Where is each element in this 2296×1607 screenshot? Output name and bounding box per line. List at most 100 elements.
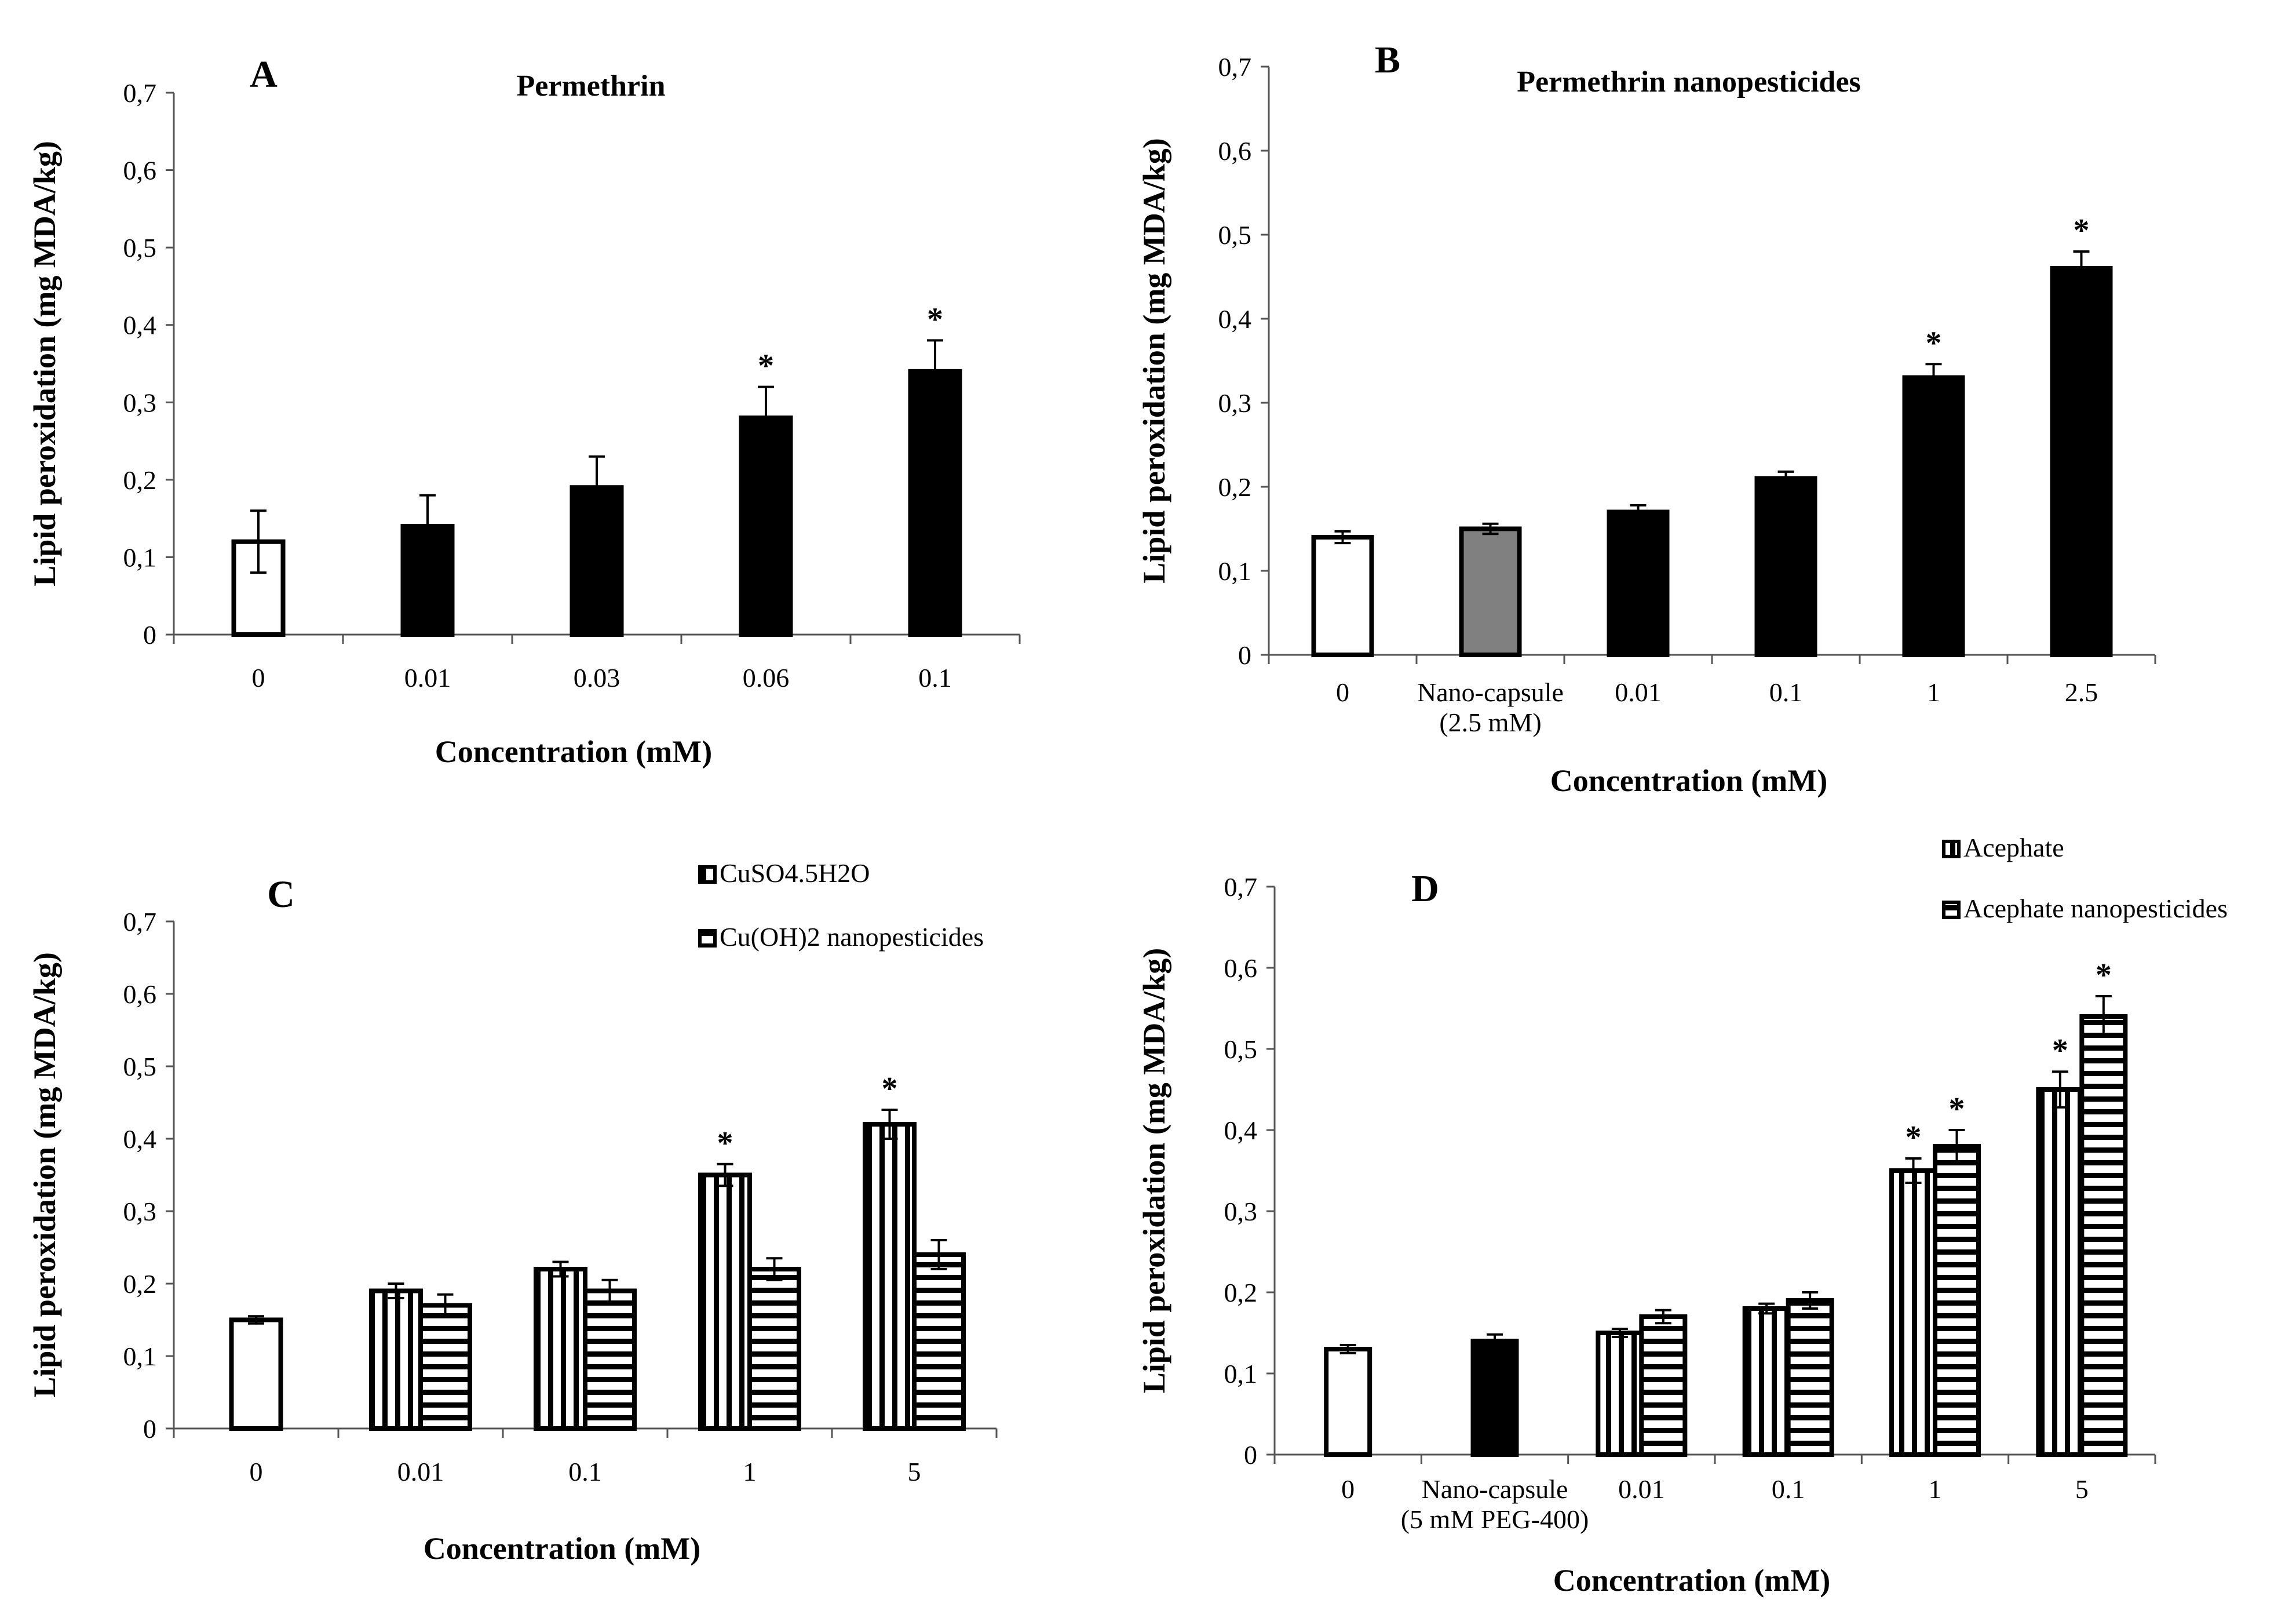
chart-title: Permethrin	[516, 70, 665, 103]
x-tick-label-line: 0.01	[404, 663, 451, 693]
x-axis-title: Concentration (mM)	[1550, 763, 1827, 798]
x-tick-label-line: 0.1	[1769, 677, 1803, 707]
legend-label: CuSO4.5H2O	[720, 858, 870, 888]
y-tick-label: 0,3	[123, 388, 157, 417]
y-tick-label: 0,5	[1218, 220, 1252, 250]
x-tick-label: 2.5	[2065, 677, 2098, 707]
x-tick-label: 0.01	[1618, 1474, 1665, 1504]
x-tick-label: 0.1	[1772, 1474, 1805, 1504]
y-tick-label: 0,2	[123, 465, 157, 495]
x-tick-label-line: 0.06	[743, 663, 790, 693]
y-tick-label: 0,7	[123, 907, 157, 936]
x-tick-label-line: 0.1	[568, 1457, 602, 1486]
x-tick-label-line: (5 mM PEG-400)	[1401, 1504, 1589, 1534]
bar	[1786, 1298, 1834, 1457]
bar	[1933, 1144, 1981, 1457]
x-tick-label: 1	[1927, 677, 1940, 707]
x-tick-label-line: 5	[908, 1457, 921, 1486]
x-tick-label: Nano-capsule (2.5 mM)	[1417, 677, 1564, 737]
y-axis-title: Lipid peroxidation (mg MDA/kg)	[1137, 138, 1171, 584]
panel-b: B Permethrin nanopesticides 0 0,1 0,2 0,3 0,4 0…	[1137, 39, 2156, 798]
y-tick-label: 0	[143, 1414, 156, 1444]
legend-swatch	[1942, 840, 1961, 858]
bar	[863, 1122, 917, 1431]
bar	[1639, 1314, 1688, 1457]
significance-star: *	[927, 301, 943, 337]
x-tick-label: 0.06	[743, 663, 790, 693]
y-tick-label: 0	[1244, 1440, 1257, 1470]
significance-star: *	[1926, 325, 1942, 361]
panel-a: A Permethrin 0 0,1 0,2 0,3 0,4 0,5 0,6 0,7 0 0.01 0.…	[27, 53, 1021, 769]
y-tick-label: 0,3	[1224, 1197, 1258, 1226]
y-tick-label: 0,2	[123, 1269, 157, 1299]
panel-d: D 0 0,1 0,2 0,3 0,4 0,5 0,6 0,7 0 Nano-capsule (5 m…	[1137, 833, 2228, 1598]
x-tick-label-line: 2.5	[2065, 677, 2098, 707]
bar	[1754, 476, 1817, 657]
bar	[418, 1303, 472, 1431]
panel-letter: B	[1375, 39, 1400, 81]
bar	[1311, 535, 1374, 657]
bar	[2036, 1087, 2085, 1457]
x-tick-label-line: 0	[1336, 677, 1349, 707]
y-tick-label: 0,3	[1218, 388, 1252, 418]
significance-star: *	[2096, 957, 2112, 993]
x-tick-label-line: Nano-capsule	[1422, 1474, 1568, 1504]
legend-label: Acephate	[1963, 833, 2064, 862]
x-axis-title: Concentration (mM)	[1553, 1563, 1830, 1598]
bar	[1596, 1331, 1644, 1457]
x-tick-label-line: 1	[1927, 677, 1940, 707]
bar	[747, 1267, 801, 1431]
y-tick-label: 0,1	[123, 542, 157, 572]
y-tick-label: 0,5	[123, 1052, 157, 1081]
x-tick-label-line: 0.03	[574, 663, 620, 693]
x-tick-label-line: 1	[1929, 1474, 1942, 1504]
y-tick-label: 0,6	[123, 979, 157, 1009]
significance-star: *	[2074, 213, 2090, 249]
x-tick-label-line: 0.01	[397, 1457, 444, 1486]
x-tick-label: Nano-capsule (5 mM PEG-400)	[1401, 1474, 1589, 1534]
x-tick-label: 0	[250, 1457, 263, 1486]
x-tick-label: 5	[908, 1457, 921, 1486]
bar	[583, 1288, 637, 1431]
x-tick-label: 1	[743, 1457, 757, 1486]
y-tick-label: 0,1	[123, 1342, 157, 1371]
bar	[231, 539, 286, 637]
x-tick-label-line: 5	[2075, 1474, 2089, 1504]
bar	[369, 1288, 423, 1431]
bar	[1889, 1168, 1937, 1457]
panel-letter: C	[267, 873, 295, 916]
x-tick-label: 0	[1336, 677, 1349, 707]
x-tick-label: 0.01	[404, 663, 451, 693]
y-tick-label: 0	[1238, 640, 1251, 670]
chart-title: Permethrin nanopesticides	[1517, 65, 1861, 99]
x-tick-label-line: 0.1	[1772, 1474, 1805, 1504]
y-axis-title: Lipid peroxidation (mg MDA/kg)	[27, 141, 62, 586]
bar	[1470, 1339, 1519, 1457]
x-tick-label: 0	[1341, 1474, 1355, 1504]
y-tick-label: 0	[143, 620, 156, 650]
significance-star: *	[1906, 1120, 1922, 1156]
y-tick-label: 0,2	[1224, 1278, 1258, 1307]
y-tick-label: 0,3	[123, 1197, 157, 1226]
x-tick-label: 0	[252, 663, 265, 693]
bar	[908, 369, 962, 637]
significance-star: *	[758, 348, 774, 384]
y-tick-label: 0,1	[1224, 1359, 1258, 1389]
legend-swatch	[698, 929, 717, 948]
legend-swatch	[1942, 901, 1961, 919]
y-axis-title: Lipid peroxidation (mg MDA/kg)	[27, 952, 62, 1398]
x-tick-label: 0.03	[574, 663, 620, 693]
panel-letter: A	[250, 53, 278, 96]
x-axis-title: Concentration (mM)	[435, 734, 712, 769]
bar	[1902, 375, 1965, 657]
y-tick-label: 0,4	[1224, 1116, 1258, 1145]
bar	[2079, 1014, 2128, 1457]
panels-root: A Permethrin 0 0,1 0,2 0,3 0,4 0,5 0,6 0,7 0 0.01 0.…	[27, 39, 2228, 1598]
x-tick-label: 0.1	[568, 1457, 602, 1486]
y-tick-label: 0,6	[123, 156, 157, 185]
y-tick-label: 0,5	[123, 233, 157, 263]
x-tick-label: 1	[1929, 1474, 1942, 1504]
x-tick-label: 0.1	[1769, 677, 1803, 707]
x-tick-label-line: 0.1	[918, 663, 952, 693]
